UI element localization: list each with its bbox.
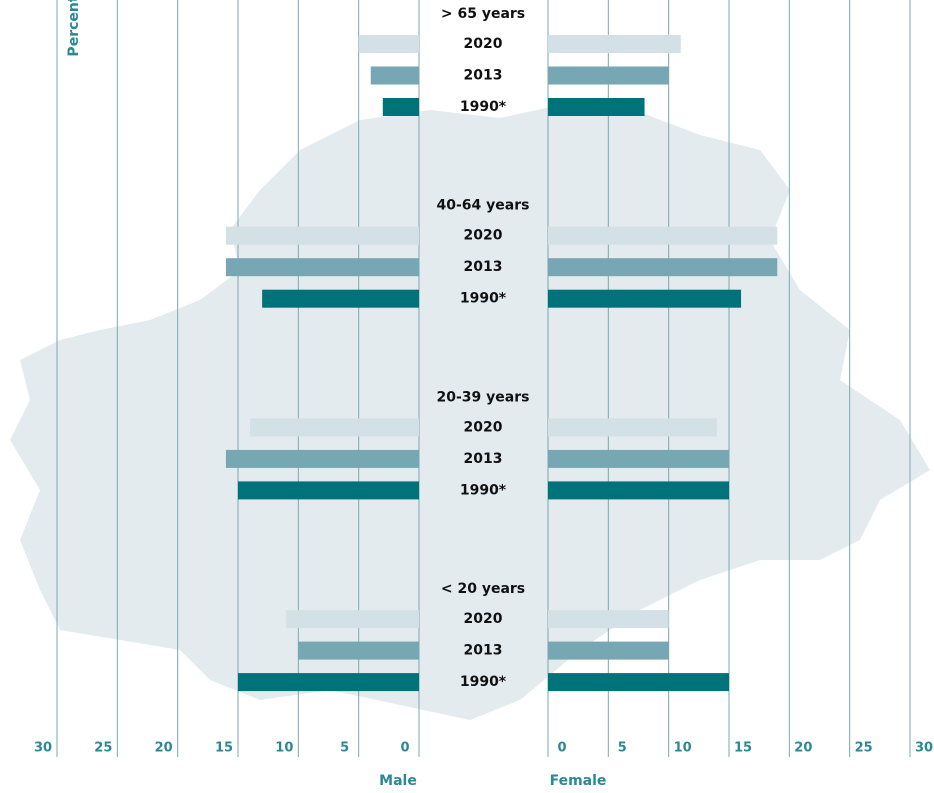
bar-male	[298, 641, 419, 660]
bar-male	[225, 449, 419, 468]
bar-female	[548, 258, 778, 277]
bar-male	[225, 258, 419, 277]
bar-female	[548, 481, 729, 500]
group-label: < 20 years	[441, 581, 525, 597]
bar-female	[548, 35, 681, 53]
x-tick-label: 20	[794, 741, 812, 756]
series-label: 2020	[464, 611, 503, 627]
bar-female	[548, 66, 669, 85]
bar-male	[225, 226, 419, 245]
bar-female	[548, 289, 742, 308]
bar-male	[262, 289, 419, 308]
group-label: 20-39 years	[437, 389, 530, 405]
x-tick-label: 15	[215, 741, 233, 756]
bar-female	[548, 449, 729, 468]
bar-male	[358, 35, 419, 53]
x-tick-label: 5	[340, 741, 349, 756]
series-label: 2020	[464, 228, 503, 244]
x-tick-label: 15	[734, 741, 752, 756]
x-tick-label: 0	[557, 741, 566, 756]
x-tick-label: 0	[400, 741, 409, 756]
bar-female	[548, 418, 717, 437]
bar-female	[548, 98, 645, 116]
bar-male	[382, 98, 419, 116]
series-label: 2013	[464, 68, 503, 84]
bar-female	[548, 673, 729, 692]
group-label: > 65 years	[441, 6, 525, 22]
x-tick-label: 20	[155, 741, 173, 756]
series-label: 2020	[464, 36, 503, 52]
series-label: 2013	[464, 643, 503, 659]
group-label: 40-64 years	[437, 198, 530, 214]
bar-male	[250, 418, 419, 437]
series-label: 2013	[464, 259, 503, 275]
series-label: 2020	[464, 419, 503, 435]
x-tick-label: 10	[275, 741, 293, 756]
x-tick-label: 25	[94, 741, 112, 756]
x-tick-label: 30	[915, 741, 933, 756]
bar-male	[238, 481, 419, 500]
series-label: 2013	[464, 451, 503, 467]
x-tick-label: 10	[674, 741, 692, 756]
x-tick-label: 30	[34, 741, 52, 756]
series-label: 1990*	[460, 291, 507, 307]
x-tick-label: 25	[855, 741, 873, 756]
bar-female	[548, 641, 669, 660]
series-label: 1990*	[460, 674, 507, 690]
bar-male	[286, 610, 419, 629]
bar-male	[238, 673, 419, 692]
female-label: Female	[550, 773, 607, 789]
bar-female	[548, 226, 778, 245]
series-label: 1990*	[460, 99, 507, 115]
x-tick-label: 5	[618, 741, 627, 756]
series-label: 1990*	[460, 482, 507, 498]
bar-male	[370, 66, 419, 85]
male-label: Male	[379, 773, 417, 789]
y-axis-label: Percent	[66, 0, 82, 57]
bar-female	[548, 610, 669, 629]
